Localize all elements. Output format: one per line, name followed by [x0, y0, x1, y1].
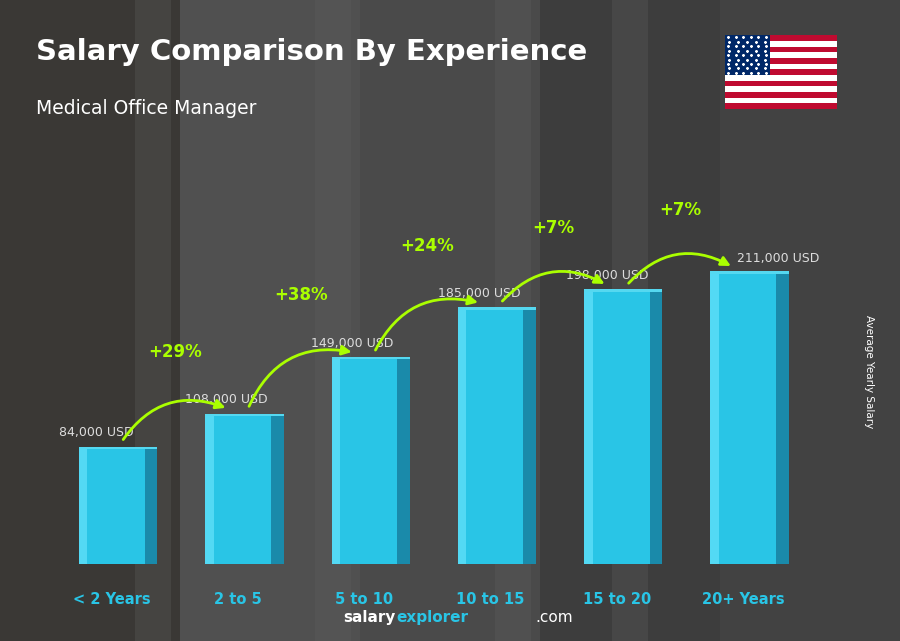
Text: Medical Office Manager: Medical Office Manager: [36, 99, 256, 119]
Bar: [724, 81, 837, 87]
Bar: [612, 0, 648, 641]
Bar: [724, 35, 770, 75]
Bar: [0, 0, 180, 641]
Bar: [584, 292, 592, 564]
Bar: [724, 47, 837, 53]
Bar: [710, 274, 776, 564]
Polygon shape: [331, 357, 410, 360]
Bar: [724, 75, 837, 81]
Bar: [776, 274, 788, 564]
Bar: [79, 449, 145, 564]
Text: 20+ Years: 20+ Years: [702, 592, 785, 606]
Text: 211,000 USD: 211,000 USD: [737, 252, 819, 265]
Polygon shape: [584, 289, 662, 292]
Polygon shape: [710, 271, 788, 274]
Bar: [271, 416, 284, 564]
Bar: [495, 0, 531, 641]
Bar: [540, 0, 720, 641]
Bar: [584, 292, 650, 564]
Text: +7%: +7%: [533, 219, 575, 237]
Bar: [724, 97, 837, 103]
Bar: [724, 103, 837, 109]
Bar: [724, 87, 837, 92]
Bar: [315, 0, 351, 641]
Text: .com: .com: [536, 610, 573, 625]
Text: 5 to 10: 5 to 10: [336, 592, 393, 606]
Bar: [458, 310, 524, 564]
Bar: [205, 416, 214, 564]
Text: +24%: +24%: [400, 237, 454, 255]
Bar: [458, 310, 466, 564]
Text: 198,000 USD: 198,000 USD: [566, 269, 649, 283]
Bar: [205, 416, 271, 564]
Bar: [331, 360, 340, 564]
Bar: [724, 92, 837, 97]
Bar: [710, 274, 719, 564]
Bar: [145, 449, 158, 564]
Text: Average Yearly Salary: Average Yearly Salary: [863, 315, 874, 428]
Bar: [524, 310, 536, 564]
Bar: [724, 41, 837, 47]
Bar: [397, 360, 410, 564]
Bar: [180, 0, 360, 641]
Text: 84,000 USD: 84,000 USD: [58, 426, 133, 439]
Polygon shape: [79, 447, 158, 449]
Bar: [724, 35, 837, 41]
Text: explorer: explorer: [396, 610, 468, 625]
Bar: [79, 449, 87, 564]
Text: 2 to 5: 2 to 5: [214, 592, 262, 606]
Text: +29%: +29%: [148, 343, 202, 361]
Bar: [724, 63, 837, 69]
Text: Salary Comparison By Experience: Salary Comparison By Experience: [36, 38, 587, 67]
Text: 185,000 USD: 185,000 USD: [437, 287, 520, 301]
Bar: [135, 0, 171, 641]
Text: < 2 Years: < 2 Years: [73, 592, 150, 606]
FancyBboxPatch shape: [720, 31, 842, 113]
Text: +7%: +7%: [659, 201, 701, 219]
Text: 15 to 20: 15 to 20: [583, 592, 651, 606]
Bar: [724, 58, 837, 63]
Polygon shape: [205, 414, 284, 416]
Bar: [360, 0, 540, 641]
Text: 10 to 15: 10 to 15: [456, 592, 525, 606]
Text: +38%: +38%: [274, 287, 328, 304]
Text: 108,000 USD: 108,000 USD: [185, 393, 267, 406]
Bar: [724, 53, 837, 58]
Bar: [720, 0, 900, 641]
Text: 149,000 USD: 149,000 USD: [311, 337, 393, 350]
Bar: [331, 360, 397, 564]
Polygon shape: [458, 307, 536, 310]
Text: salary: salary: [344, 610, 396, 625]
Bar: [650, 292, 662, 564]
Bar: [724, 69, 837, 75]
